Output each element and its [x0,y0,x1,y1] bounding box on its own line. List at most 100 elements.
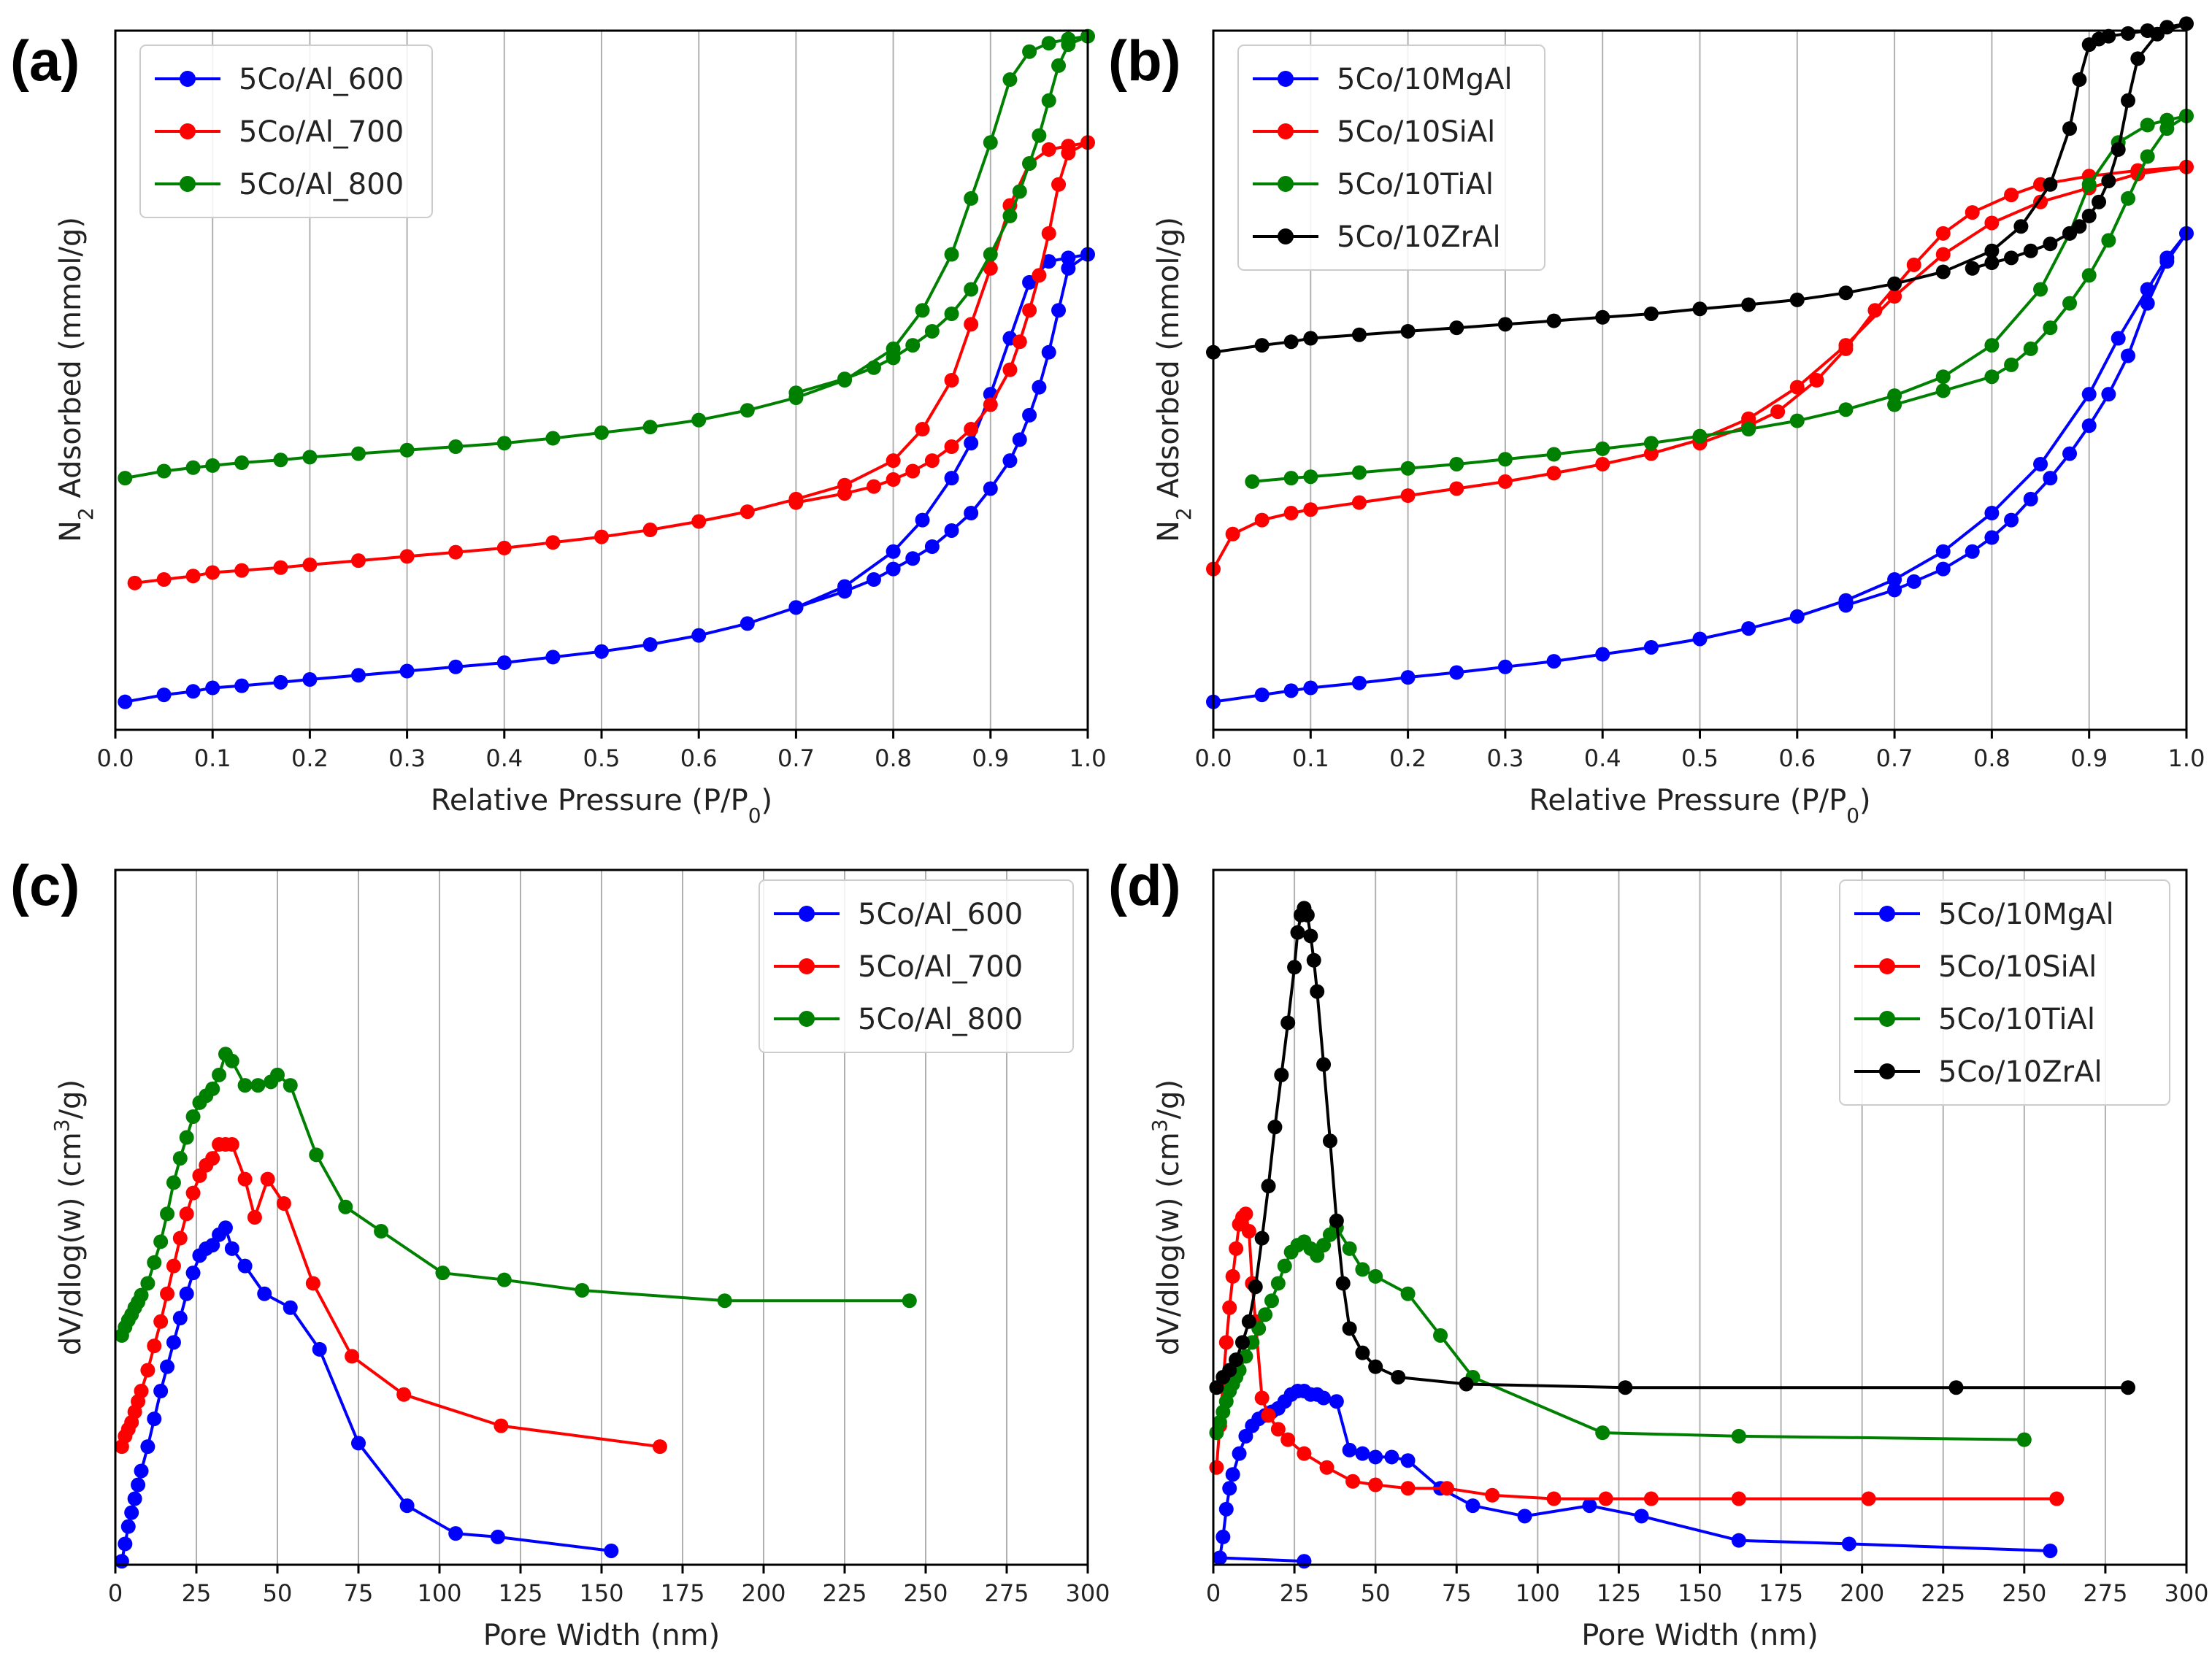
data-point [2023,243,2038,258]
series-5co-10sial [1209,1206,2065,1506]
data-point [338,1199,353,1214]
x-tick-label: 225 [822,1579,867,1607]
data-point [1789,609,1805,624]
data-point [1041,254,1056,269]
x-tick-label: 0.7 [777,744,815,772]
data-point [1319,1460,1335,1475]
data-point [1906,257,1921,272]
data-point [594,425,609,440]
x-tick-label: 25 [182,1579,212,1607]
data-point [1595,1425,1610,1441]
data-point [1497,452,1513,467]
panel-label-d: (d) [1108,853,1181,917]
series-5co-10tial [1245,108,2194,489]
data-point [1041,142,1056,157]
data-point [964,190,979,206]
data-point [179,1206,194,1222]
data-point [1222,1481,1237,1496]
data-point [147,1255,162,1270]
data-point [1497,659,1513,674]
data-point [283,1300,298,1315]
data-point [642,523,658,538]
data-point [1887,582,1902,598]
data-point [351,446,366,461]
data-point [740,504,755,520]
data-point [1212,1550,1227,1565]
legend-label: 5Co/Al_600 [858,898,1023,931]
data-point [691,628,707,643]
data-point [131,1477,146,1492]
data-point [1290,925,1305,940]
data-point [448,659,464,674]
data-point [1209,1460,1224,1475]
data-point [160,1359,175,1374]
data-point [179,1286,194,1301]
x-tick-label: 0.1 [1292,744,1329,772]
data-point [1041,344,1056,360]
data-point [1400,1481,1416,1496]
data-point [1887,289,1902,304]
data-point [250,1078,266,1093]
data-point [837,486,852,501]
data-point [1618,1380,1633,1395]
data-point [944,306,959,321]
data-point [1041,226,1056,241]
data-point [2023,491,2038,506]
data-point [224,1241,239,1256]
data-point [1400,670,1416,685]
data-point [276,1195,291,1211]
data-point [1316,1390,1332,1406]
data-point [1368,1449,1383,1465]
legend-label: 5Co/10MgAl [1938,898,2114,931]
data-point [1297,1554,1312,1569]
data-point [1598,1491,1613,1506]
data-point [1838,285,1854,301]
x-tick-label: 300 [2164,1579,2208,1607]
data-point [1238,1206,1253,1222]
data-point [886,472,901,488]
data-point [964,506,979,521]
data-point [886,561,901,577]
data-point [1546,313,1562,328]
legend: 5Co/Al_600 5Co/Al_700 5Co/Al_800 [759,879,1074,1053]
x-tick-label: 225 [1921,1579,1965,1607]
data-point [1303,680,1318,696]
data-point [691,412,707,428]
data-point [1225,526,1240,542]
data-point [1789,292,1805,307]
data-point [1984,243,2000,258]
data-point [1218,1335,1234,1350]
data-point [1400,323,1416,339]
data-point [205,1151,220,1166]
chart-b: 0.0 0.1 0.2 0.3 0.4 0.5 0.6 0.7 0.8 0.9 1.0 Relativ… [1152,16,2205,828]
legend-marker [180,123,196,139]
data-point [1595,647,1610,662]
data-point [1497,474,1513,489]
data-point [179,1130,194,1145]
legend-marker [1879,1063,1895,1079]
data-point [2081,387,2097,402]
legend-label: 5Co/10SiAl [1938,950,2097,984]
data-point [604,1543,619,1558]
x-tick-label: 275 [2083,1579,2127,1607]
chart-a: 0.0 0.1 0.2 0.3 0.4 0.5 0.6 0.7 0.8 0.9 1.0 Relativ… [54,28,1106,828]
data-point [1433,1328,1448,1343]
data-point [351,553,366,569]
data-point [399,442,415,458]
data-point [399,663,415,679]
data-point [924,453,940,469]
y-axis-title: dV/dlog(w) (cm3/g) [50,1079,88,1355]
data-point [2159,254,2175,269]
legend-label: 5Co/Al_600 [239,63,404,96]
legend-marker [1278,228,1294,244]
data-point [1241,1224,1256,1239]
data-point [1459,1376,1474,1392]
data-point [118,694,133,709]
data-point [1634,1509,1649,1524]
data-point [224,1053,239,1068]
series-5co-10zral [1206,16,2194,360]
data-point [302,557,318,572]
data-point [1449,456,1464,471]
data-point [1887,572,1902,588]
